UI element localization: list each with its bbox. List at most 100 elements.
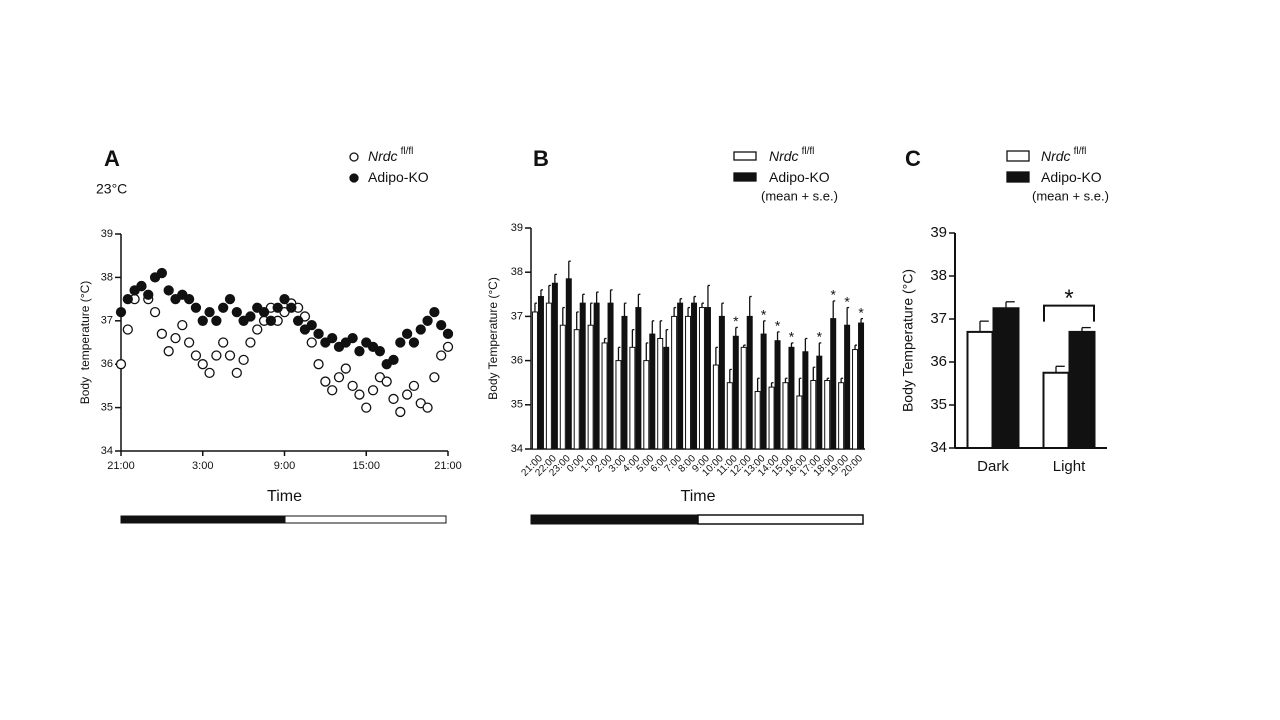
- bar: [663, 346, 670, 450]
- legend-swatch: [1006, 150, 1030, 162]
- data-point: [333, 372, 345, 383]
- data-point: [408, 380, 420, 392]
- bar: [810, 379, 817, 450]
- data-point: [163, 346, 174, 357]
- data-point: [367, 385, 379, 396]
- legend-label: Adipo-KO: [769, 169, 830, 185]
- significance-label: *: [1064, 285, 1073, 312]
- y-tick-label: 36: [101, 358, 113, 370]
- data-point: [313, 359, 324, 370]
- bar: [844, 324, 851, 450]
- y-tick-label: 37: [930, 310, 947, 327]
- bar: [643, 360, 650, 450]
- bar: [677, 302, 684, 450]
- data-point: [422, 315, 433, 326]
- data-point: [218, 302, 229, 313]
- data-point: [197, 315, 208, 326]
- bar: [587, 324, 594, 450]
- bar: [788, 346, 795, 450]
- data-point: [354, 346, 365, 357]
- y-tick-label: 39: [930, 224, 947, 241]
- data-point: [231, 306, 242, 318]
- bar: [621, 315, 628, 450]
- legend-swatch: [733, 172, 757, 182]
- bar: [718, 315, 725, 450]
- data-point: [388, 393, 399, 405]
- data-point: [292, 315, 304, 326]
- data-point: [163, 285, 174, 296]
- bar: [796, 395, 803, 450]
- bar: [601, 342, 608, 450]
- bar: [838, 382, 845, 450]
- bar: [565, 278, 572, 450]
- data-point: [204, 367, 215, 379]
- legend-note: (mean + s.e.): [761, 188, 838, 203]
- bar: [712, 364, 719, 450]
- y-tick-label: 39: [101, 228, 113, 240]
- x-tick-label: Dark: [977, 458, 1009, 475]
- data-point: [238, 354, 249, 366]
- y-tick-label: 38: [101, 271, 113, 283]
- significance-bracket: [1043, 304, 1095, 322]
- legend-swatch: [1006, 171, 1030, 183]
- significance-label: *: [817, 329, 823, 345]
- data-point: [122, 293, 133, 305]
- bar: [726, 382, 733, 450]
- legend-name: Adipo-KO: [1041, 169, 1102, 185]
- data-point: [272, 302, 283, 313]
- bar: [607, 302, 614, 450]
- legend-sup: fl/fl: [401, 146, 414, 157]
- data-point: [190, 302, 202, 313]
- data-point: [436, 319, 447, 331]
- x-tick-label: 21:00: [434, 460, 462, 472]
- y-tick-label: 36: [930, 353, 947, 370]
- legend-name: Adipo-KO: [769, 169, 830, 185]
- x-tick-label: 21:00: [107, 460, 135, 472]
- bar: [559, 324, 566, 450]
- data-point: [211, 315, 222, 326]
- data-point: [436, 350, 447, 361]
- bar: [685, 315, 692, 450]
- condition-label: 23°C: [96, 181, 127, 197]
- bar: [657, 338, 664, 450]
- data-point: [422, 402, 433, 413]
- data-point: [258, 306, 270, 318]
- legend-label: Nrdc fl/fl: [1041, 146, 1086, 164]
- bar: [629, 346, 636, 450]
- bar: [537, 296, 544, 450]
- legend-marker: [349, 173, 359, 183]
- x-axis-label: Time: [681, 488, 716, 505]
- data-point: [122, 324, 133, 335]
- legend-label: Nrdc fl/fl: [368, 146, 413, 164]
- legend-label: Nrdc fl/fl: [769, 146, 814, 164]
- data-point: [354, 389, 365, 400]
- y-tick-label: 34: [930, 439, 947, 456]
- bar: [1042, 371, 1070, 449]
- y-tick-label: 38: [930, 267, 947, 284]
- legend-label: Adipo-KO: [368, 169, 429, 185]
- bar: [824, 379, 831, 450]
- data-point: [442, 341, 454, 352]
- light-phase-bar: [697, 514, 864, 525]
- bar: [782, 382, 789, 450]
- bar: [746, 315, 753, 450]
- significance-label: *: [844, 293, 850, 309]
- data-point: [429, 372, 440, 383]
- bar: [573, 329, 580, 450]
- data-point: [115, 306, 127, 318]
- significance-label: *: [789, 329, 795, 345]
- y-tick-label: 37: [101, 315, 113, 327]
- data-point: [231, 367, 242, 379]
- data-point: [204, 306, 215, 318]
- data-point: [211, 350, 222, 361]
- data-point: [415, 324, 426, 335]
- y-tick-label: 39: [511, 222, 523, 234]
- bar: [551, 282, 558, 450]
- data-point: [306, 337, 317, 348]
- y-tick-label: 34: [511, 443, 523, 455]
- data-point: [224, 293, 236, 305]
- y-axis-label: Body Temperature (°C): [486, 277, 500, 400]
- bar: [774, 340, 781, 450]
- bar: [698, 307, 705, 450]
- legend-sup: fl/fl: [1074, 146, 1087, 157]
